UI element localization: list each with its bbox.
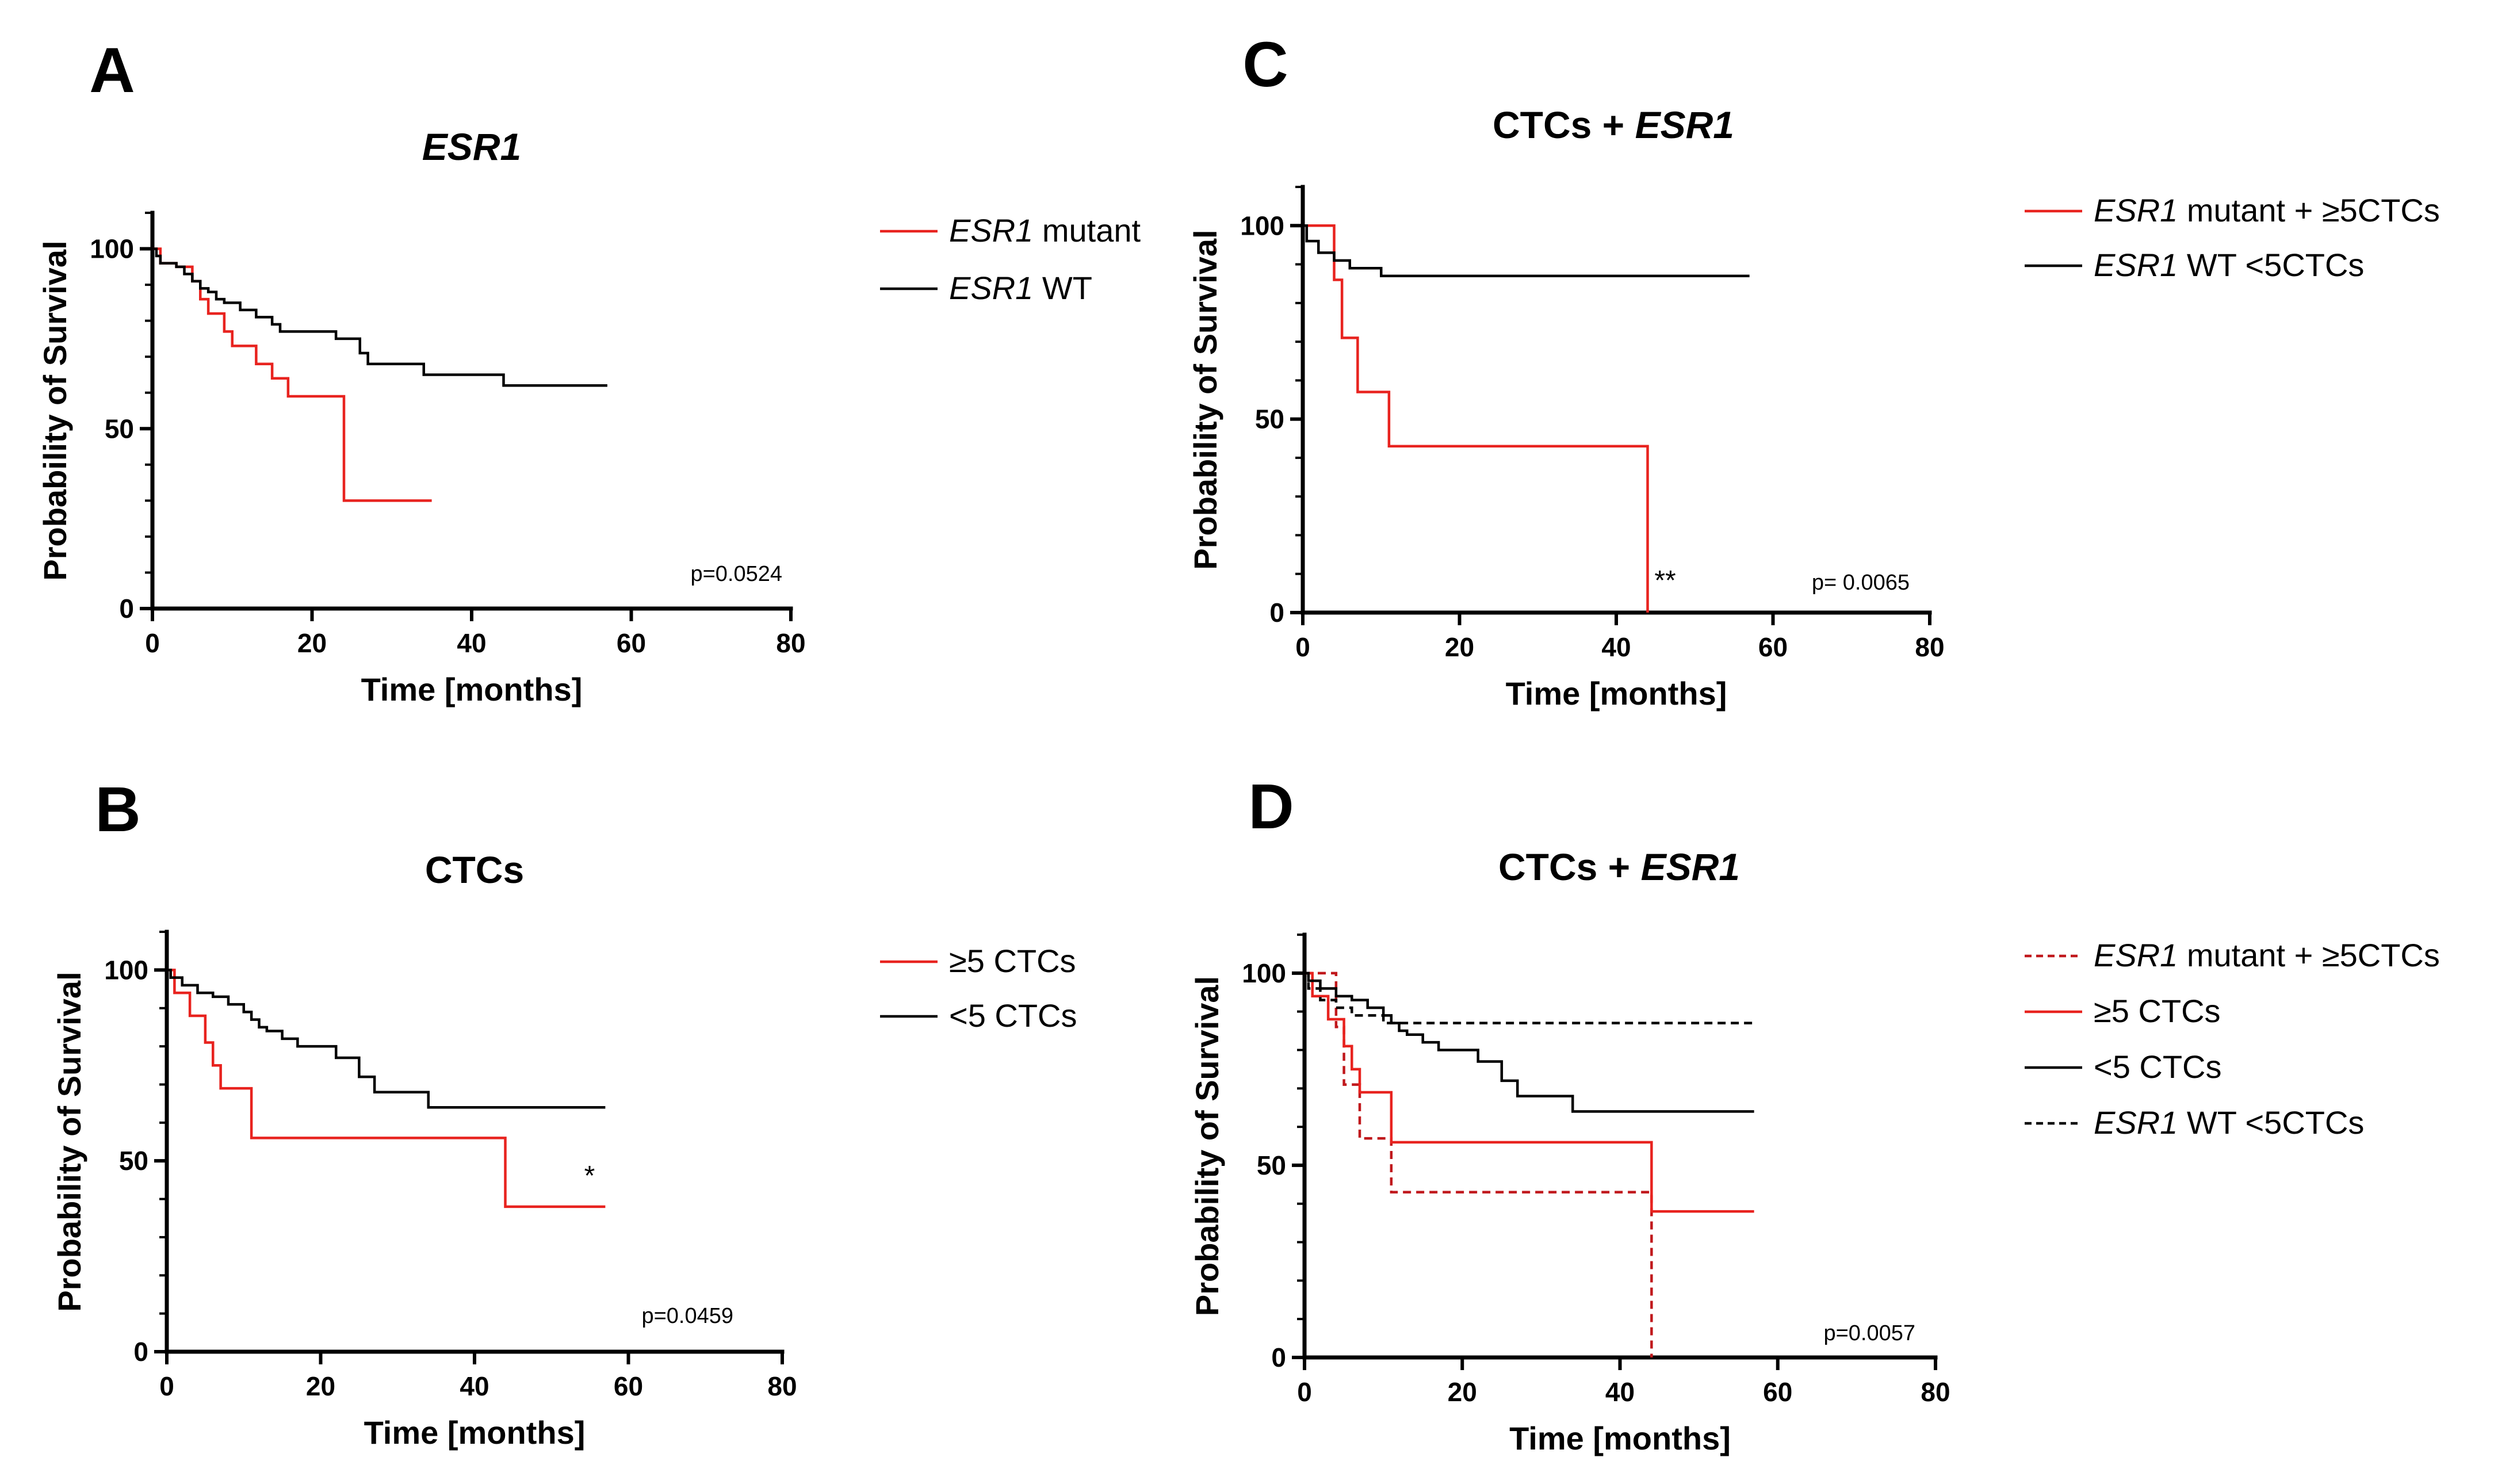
panel-a: A ESR1 0 50 100 0 20 40 60 80 Time [months] Probabi… [37, 35, 1141, 707]
y-tick-label: 50 [119, 1146, 148, 1176]
x-tick-label: 0 [159, 1371, 174, 1401]
x-axis-label: Time [months] [361, 671, 583, 707]
panel-letter: C [1242, 29, 1288, 100]
y-tick-label: 0 [1269, 598, 1284, 628]
y-tick-label: 50 [105, 414, 134, 443]
legend-label: ≥5 CTCs [949, 943, 1076, 979]
series-line-1 [1305, 972, 1653, 1357]
x-tick-label: 40 [457, 628, 486, 658]
panel-letter: D [1248, 771, 1294, 842]
y-tick-label: 100 [1240, 211, 1284, 240]
y-tick-label: 100 [1242, 958, 1286, 988]
legend-label: ESR1 mutant + ≥5CTCs [2094, 192, 2440, 228]
panel-title: CTCs + ESR1 [1493, 104, 1734, 146]
x-tick-label: 80 [1915, 632, 1944, 662]
y-tick-label: 100 [90, 234, 134, 264]
legend-label: ESR1 WT [949, 270, 1092, 306]
panel-letter: B [95, 774, 140, 845]
y-tick-label: 50 [1257, 1150, 1286, 1180]
p-value-label: p=0.0524 [690, 562, 782, 586]
x-tick-label: 40 [1605, 1377, 1635, 1407]
x-tick-label: 0 [1295, 632, 1310, 662]
y-tick-label: 0 [1271, 1343, 1286, 1372]
x-tick-label: 60 [614, 1371, 643, 1401]
panel-b: B CTCs 0 50 100 0 20 40 60 80 Time [months] Probabi… [51, 774, 1077, 1451]
x-tick-label: 20 [1445, 632, 1474, 662]
x-tick-label: 0 [145, 628, 160, 658]
panel-title: ESR1 [422, 125, 521, 168]
x-tick-label: 20 [1448, 1377, 1477, 1407]
legend-label: <5 CTCs [2094, 1049, 2222, 1085]
p-value-label: p=0.0057 [1823, 1321, 1915, 1345]
series-line-1 [1303, 224, 1649, 613]
series-line-4 [1305, 972, 1754, 1024]
y-tick-label: 100 [104, 955, 148, 985]
p-value-label: p= 0.0065 [1812, 571, 1910, 595]
x-tick-label: 60 [1763, 1377, 1792, 1407]
x-tick-label: 20 [306, 1371, 335, 1401]
legend-label: <5 CTCs [949, 997, 1077, 1034]
significance-annotation: * [584, 1161, 595, 1191]
legend-label: ESR1 mutant [949, 212, 1141, 248]
legend-label: ESR1 mutant + ≥5CTCs [2094, 937, 2440, 973]
x-tick-label: 80 [1921, 1377, 1950, 1407]
y-tick-label: 50 [1255, 404, 1284, 434]
series-line-3 [1305, 972, 1754, 1113]
x-axis-label: Time [months] [1509, 1420, 1731, 1456]
legend-label: ESR1 WT <5CTCs [2094, 247, 2364, 283]
x-axis-label: Time [months] [1506, 675, 1727, 712]
series-line-2 [167, 969, 606, 1109]
p-value-label: p=0.0459 [641, 1304, 733, 1328]
series-line-2 [1305, 972, 1754, 1213]
series-line-2 [1303, 224, 1750, 277]
y-tick-label: 0 [133, 1337, 148, 1367]
panel-title: CTCs [425, 848, 524, 891]
x-tick-label: 40 [1601, 632, 1631, 662]
x-tick-label: 80 [767, 1371, 797, 1401]
legend-label: ESR1 WT <5CTCs [2094, 1104, 2364, 1141]
x-tick-label: 40 [460, 1371, 489, 1401]
panel-c: C CTCs + ESR1 0 50 100 0 20 40 60 80 Time [months]… [1187, 29, 2440, 712]
y-axis-label: Probability of Survival [37, 240, 73, 580]
y-tick-label: 0 [119, 594, 134, 624]
panel-letter: A [89, 35, 135, 106]
y-axis-label: Probability of Survival [1187, 230, 1223, 569]
x-tick-label: 60 [1758, 632, 1788, 662]
series-line-1 [152, 247, 432, 502]
panel-title: CTCs + ESR1 [1498, 846, 1740, 888]
significance-annotation: ** [1654, 565, 1676, 596]
x-tick-label: 0 [1297, 1377, 1312, 1407]
panel-d: D CTCs + ESR1 0 50 100 0 20 40 60 80 Time [months]… [1189, 771, 2440, 1456]
y-axis-label: Probability of Survival [51, 972, 87, 1311]
series-line-1 [167, 969, 606, 1208]
x-tick-label: 60 [617, 628, 646, 658]
y-axis-label: Probability of Survival [1189, 976, 1225, 1316]
x-tick-label: 80 [776, 628, 805, 658]
x-tick-label: 20 [297, 628, 327, 658]
x-axis-label: Time [months] [364, 1414, 586, 1451]
series-line-2 [152, 247, 607, 387]
legend-label: ≥5 CTCs [2094, 993, 2221, 1029]
